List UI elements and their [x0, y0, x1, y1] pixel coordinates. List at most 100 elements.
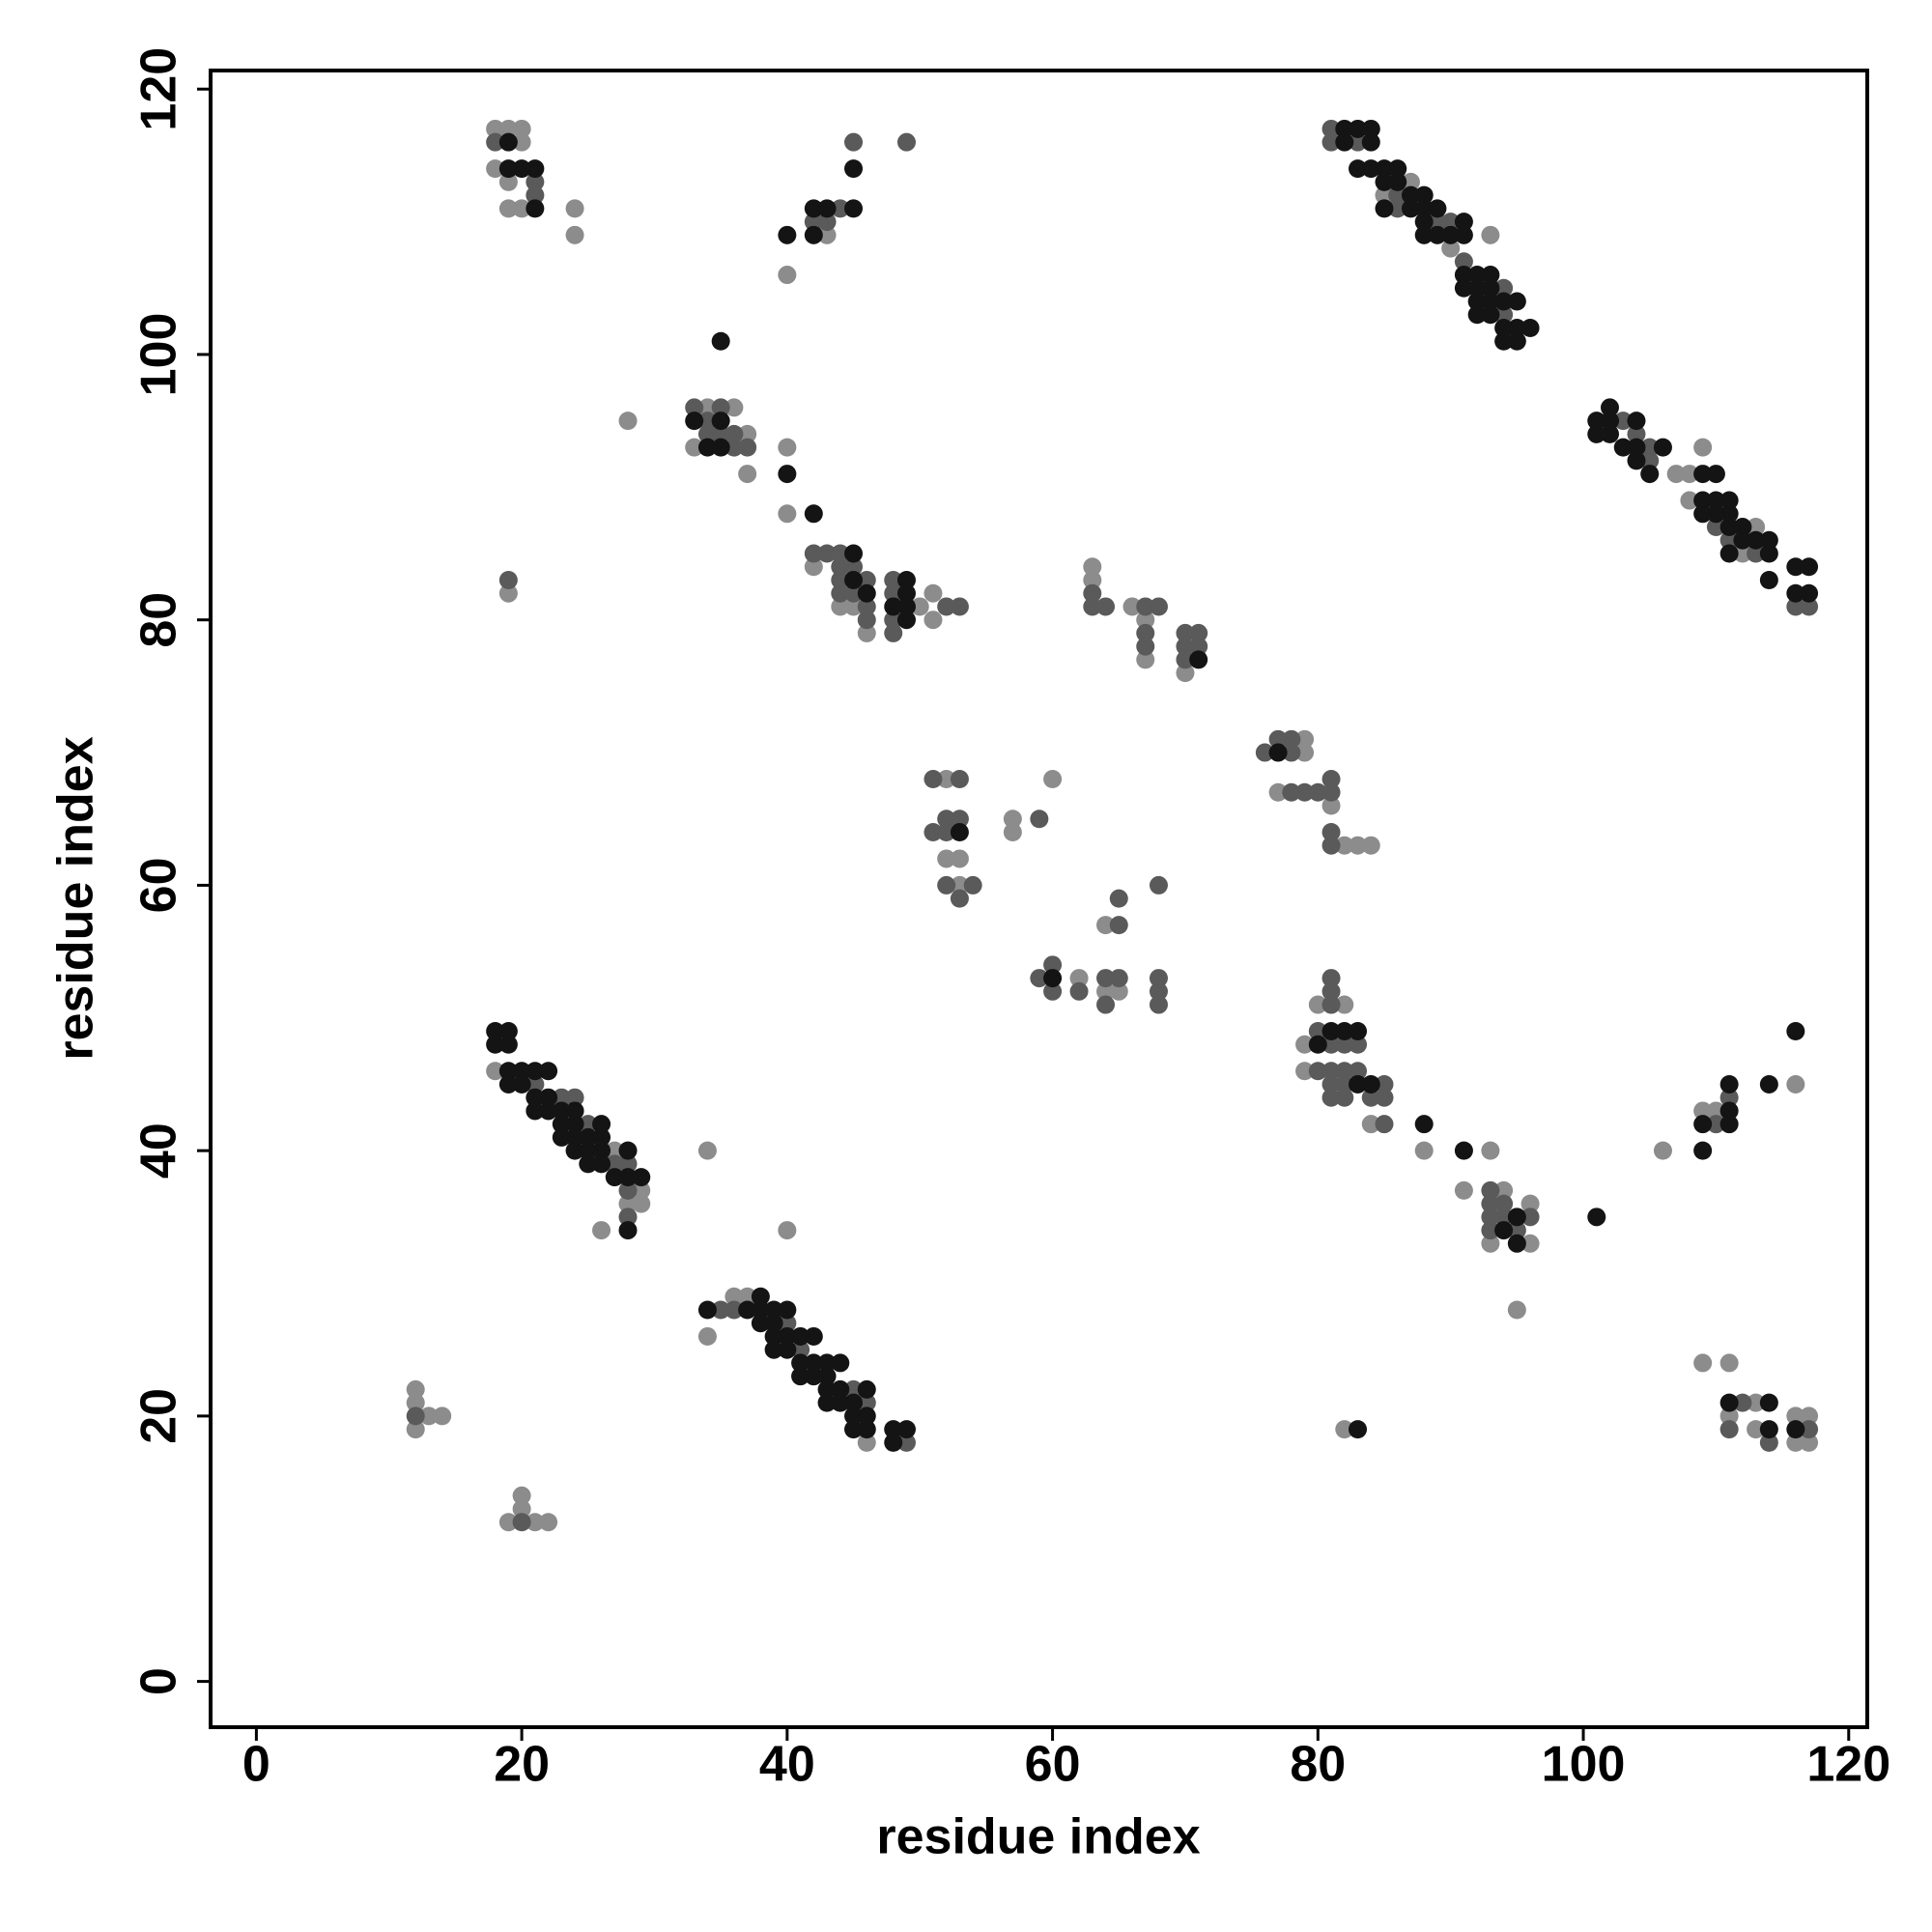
contact-point	[1693, 491, 1713, 510]
contact-point	[1454, 225, 1473, 244]
contact-point	[512, 199, 531, 218]
contact-point	[1494, 1208, 1514, 1227]
contact-point	[618, 1221, 638, 1240]
contact-point	[937, 770, 956, 789]
contact-point	[1507, 331, 1526, 351]
contact-point	[857, 1433, 876, 1452]
contact-point	[950, 597, 969, 616]
contact-point	[1627, 424, 1646, 443]
contact-point	[1733, 544, 1752, 563]
contact-point	[1401, 172, 1420, 191]
contact-point	[1361, 119, 1380, 138]
contact-point	[1335, 1088, 1354, 1107]
contact-point	[1375, 1115, 1394, 1134]
contact-point	[724, 1287, 744, 1306]
contact-point	[831, 583, 850, 603]
contact-point	[1494, 1194, 1514, 1213]
contact-point	[711, 398, 730, 417]
contact-point	[1401, 199, 1420, 218]
contact-point	[844, 1379, 864, 1399]
contact-point	[1335, 1062, 1354, 1081]
contact-point	[1268, 729, 1288, 749]
contact-point	[565, 199, 584, 218]
x-tick-label: 60	[1025, 1737, 1081, 1793]
contact-point	[1308, 1022, 1327, 1041]
y-tick-label: 20	[131, 1388, 187, 1444]
contact-point	[498, 199, 518, 218]
contact-point	[512, 132, 531, 152]
contact-point	[1349, 132, 1368, 152]
contact-point	[1043, 981, 1063, 1001]
contact-point	[498, 119, 518, 138]
contact-point	[778, 1340, 797, 1359]
contact-point	[618, 1141, 638, 1160]
contact-point	[512, 1513, 531, 1532]
contact-point	[804, 557, 823, 577]
contact-point	[1149, 875, 1168, 895]
contact-point	[1507, 1300, 1526, 1320]
contact-point	[831, 597, 850, 616]
contact-point	[1349, 159, 1368, 179]
contact-point	[486, 1022, 505, 1041]
contact-point	[804, 1367, 823, 1386]
contact-point	[1786, 557, 1805, 577]
contact-point	[1414, 225, 1434, 244]
contact-point	[1747, 518, 1766, 537]
contact-point	[1467, 278, 1487, 298]
contact-point	[817, 1379, 837, 1399]
contact-point	[1733, 1393, 1752, 1412]
contact-point	[1361, 1088, 1380, 1107]
contact-point	[1719, 1088, 1739, 1107]
contact-point	[1680, 465, 1699, 484]
contact-point	[632, 1194, 651, 1213]
contact-point	[1747, 544, 1766, 563]
contact-point	[1800, 583, 1819, 603]
contact-point	[1136, 597, 1155, 616]
contact-point	[884, 611, 903, 630]
contact-point	[1653, 438, 1672, 457]
contact-point	[1321, 822, 1341, 841]
contact-point	[512, 159, 531, 179]
contact-point	[831, 557, 850, 577]
contact-point	[1747, 1420, 1766, 1439]
contact-point	[579, 1127, 598, 1147]
contact-point	[1601, 412, 1620, 431]
y-tick-label: 100	[131, 313, 187, 397]
contact-point	[711, 1300, 730, 1320]
contact-point	[1719, 1101, 1739, 1121]
contact-point	[592, 1221, 611, 1240]
contact-point	[1361, 1074, 1380, 1094]
contact-point	[738, 438, 757, 457]
contact-point	[526, 1101, 545, 1121]
contact-point	[1706, 518, 1725, 537]
contact-point	[857, 583, 876, 603]
contact-point	[539, 1062, 558, 1081]
contact-point	[1693, 1141, 1713, 1160]
contact-point	[1414, 1115, 1434, 1134]
contact-point	[1507, 292, 1526, 311]
contact-point	[1268, 782, 1288, 802]
contact-point	[1786, 1420, 1805, 1439]
contact-point	[1043, 770, 1063, 789]
contact-point	[1401, 185, 1420, 205]
contact-point	[963, 875, 982, 895]
contact-point	[817, 1393, 837, 1412]
contact-point	[1149, 981, 1168, 1001]
contact-point	[1601, 398, 1620, 417]
contact-point	[1349, 1062, 1368, 1081]
contact-point	[1481, 1141, 1500, 1160]
contact-point	[1308, 782, 1327, 802]
contact-point	[592, 1154, 611, 1174]
contact-point	[1043, 969, 1063, 988]
contact-point	[738, 1300, 757, 1320]
contact-point	[697, 412, 717, 431]
contact-point	[1321, 782, 1341, 802]
x-axis-title: residue index	[876, 1809, 1200, 1865]
contact-point	[498, 1035, 518, 1054]
contact-point	[1587, 1208, 1606, 1227]
contact-point	[632, 1180, 651, 1200]
y-tick-label: 120	[131, 47, 187, 131]
contact-point	[1786, 1074, 1805, 1094]
contact-point	[632, 1168, 651, 1187]
contact-point	[1109, 981, 1128, 1001]
